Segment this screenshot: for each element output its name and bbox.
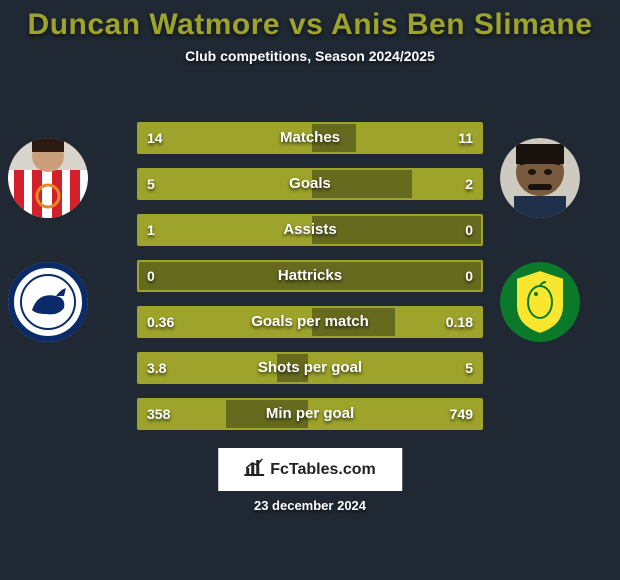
stat-row: 358749Min per goal [137,398,483,430]
stat-row: 52Goals [137,168,483,200]
stat-row: 3.85Shots per goal [137,352,483,384]
stats-bars: 1411Matches 52Goals 10Assists 00Hattricks 0.… [137,122,483,444]
stat-row: 10Assists [137,214,483,246]
stat-label: Hattricks [137,260,483,292]
stat-row: 1411Matches [137,122,483,154]
stat-label: Shots per goal [137,352,483,384]
page-title: Duncan Watmore vs Anis Ben Slimane [0,0,620,42]
subtitle: Club competitions, Season 2024/2025 [0,48,620,64]
chart-icon [244,458,264,481]
stat-label: Matches [137,122,483,154]
brand-text: FcTables.com [270,461,376,479]
club1-crest [8,262,88,342]
stat-label: Goals [137,168,483,200]
brand-box: FcTables.com [218,448,402,491]
stat-label: Goals per match [137,306,483,338]
stat-row: 0.360.18Goals per match [137,306,483,338]
stat-label: Min per goal [137,398,483,430]
stat-label: Assists [137,214,483,246]
date-text: 23 december 2024 [0,498,620,513]
stat-row: 00Hattricks [137,260,483,292]
player2-avatar [500,138,580,218]
club2-crest [500,262,580,342]
player1-avatar [8,138,88,218]
